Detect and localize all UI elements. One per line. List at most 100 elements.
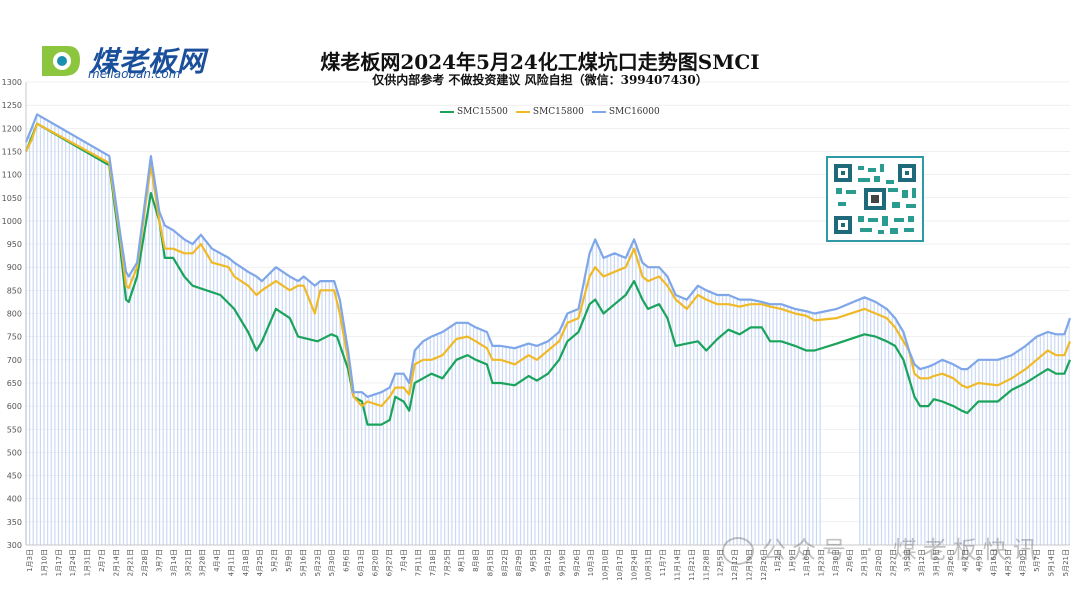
x-tick-label: 10月3日 (587, 549, 595, 576)
legend: SMC15500 SMC15800 SMC16000 (440, 107, 660, 117)
y-tick-label: 700 (7, 356, 22, 365)
x-tick-label: 7月18日 (429, 549, 437, 576)
x-tick-label: 11月7日 (659, 549, 667, 576)
y-tick-label: 400 (7, 495, 22, 504)
x-tick-label: 4月30日 (1019, 549, 1027, 576)
logo-text: 煤老板网 (90, 45, 207, 78)
x-tick-label: 7月4日 (400, 549, 408, 572)
x-tick-label: 3月19日 (933, 549, 941, 576)
x-tick-label: 2月28日 (141, 549, 149, 576)
y-tick-label: 500 (7, 448, 22, 457)
y-tick-label: 1300 (2, 78, 22, 87)
x-tick-label: 9月26日 (573, 549, 581, 576)
y-tick-label: 300 (7, 541, 22, 550)
x-tick-label: 8月15日 (486, 549, 494, 576)
x-tick-label: 8月1日 (458, 549, 466, 572)
chart-title: 煤老板网2024年5月24化工煤坑口走势图SMCI (320, 50, 760, 74)
wechat-icon (722, 537, 754, 565)
y-tick-label: 850 (7, 286, 22, 295)
y-tick-label: 1200 (2, 124, 22, 133)
x-tick-label: 4月11日 (227, 549, 235, 576)
x-tick-label: 1月30日 (832, 549, 840, 576)
x-tick-label: 5月9日 (285, 549, 293, 572)
x-tick-label: 2月20日 (875, 549, 883, 576)
brand-logo: 煤老板网 meilaoban.com (38, 40, 238, 82)
x-tick-label: 8月8日 (472, 549, 480, 572)
x-tick-label: 1月31日 (84, 549, 92, 576)
y-axis: 300 350 400 450 500 550 600 650 700 750 800 850 900 9… (2, 78, 1070, 550)
qr-pattern (834, 164, 916, 234)
x-tick-label: 12月5日 (717, 549, 725, 576)
legend-item-smc15800: SMC15800 (515, 107, 584, 117)
y-tick-label: 1100 (2, 171, 22, 180)
x-tick-label: 4月4日 (213, 549, 221, 572)
x-tick-label: 3月12日 (918, 549, 926, 576)
x-tick-label: 12月12日 (731, 549, 739, 581)
x-tick-label: 6月6日 (343, 549, 351, 572)
x-tick-label: 2月7日 (98, 549, 106, 572)
legend-item-smc16000: SMC16000 (591, 107, 660, 117)
x-tick-label: 4月16日 (990, 549, 998, 576)
y-tick-label: 750 (7, 333, 22, 342)
x-tick-label: 6月20日 (371, 549, 379, 576)
x-tick-label: 6月27日 (386, 549, 394, 576)
watermark: 公众号 · 煤老板快讯 (722, 530, 1043, 565)
x-tick-label: 3月28日 (199, 549, 207, 576)
x-tick-label: 3月21日 (184, 549, 192, 576)
x-tick-label: 5月16日 (299, 549, 307, 576)
y-tick-label: 900 (7, 263, 22, 272)
y-tick-label: 1150 (2, 147, 22, 156)
series-line-smc15500 (24, 122, 1072, 426)
legend-label-smc15800: SMC15800 (532, 107, 584, 117)
x-tick-label: 1月23日 (817, 549, 825, 576)
logo-icon (42, 46, 80, 76)
x-tick-label: 1月3日 (26, 549, 34, 572)
x-tick-label: 1月10日 (40, 549, 48, 576)
x-tick-label: 3月5日 (904, 549, 912, 572)
x-tick-label: 8月29日 (515, 549, 523, 576)
y-tick-label: 800 (7, 310, 22, 319)
x-tick-label: 9月12日 (544, 549, 552, 576)
x-tick-label: 10月31日 (645, 549, 653, 581)
x-tick-label: 2月13日 (861, 549, 869, 576)
x-tick-label: 4月18日 (242, 549, 250, 576)
grid-lines (26, 81, 1070, 546)
x-tick-label: 2月6日 (846, 549, 854, 572)
x-tick-label: 5月23日 (314, 549, 322, 576)
x-tick-label: 5月14日 (1048, 549, 1056, 576)
legend-item-smc15500: SMC15500 (440, 107, 508, 117)
x-tick-label: 3月7日 (156, 549, 164, 572)
x-tick-label: 2月21日 (127, 549, 135, 576)
x-tick-label: 12月19日 (745, 549, 753, 581)
x-tick-label: 2月14日 (112, 549, 120, 576)
x-tick-label: 11月21日 (688, 549, 696, 581)
y-tick-label: 600 (7, 402, 22, 411)
x-tick-label: 6月13日 (357, 549, 365, 576)
x-tick-label: 4月9日 (976, 549, 984, 572)
x-tick-label: 3月26日 (947, 549, 955, 576)
x-tick-label: 1月16日 (803, 549, 811, 576)
x-tick-label: 5月21日 (1062, 549, 1070, 576)
chart-subtitle: 仅供内部参考 不做投资建议 风险自担（微信：399407430） (372, 73, 708, 87)
x-tick-label: 4月23日 (1004, 549, 1012, 576)
x-tick-label: 1月17日 (55, 549, 63, 576)
legend-swatch-smc16000 (591, 111, 606, 113)
legend-swatch-smc15800 (515, 111, 530, 113)
watermark-text: 公众号 · 煤老板快讯 (762, 536, 1043, 564)
x-tick-label: 10月24日 (630, 549, 638, 581)
x-tick-label: 10月17日 (616, 549, 624, 581)
y-tick-label: 450 (7, 472, 22, 481)
x-tick-label: 1月24日 (69, 549, 77, 576)
legend-label-smc15500: SMC15500 (457, 107, 508, 117)
y-tick-label: 350 (7, 518, 22, 527)
x-tick-label: 1月2日 (774, 549, 782, 572)
qr-code (826, 156, 924, 242)
y-tick-label: 1000 (2, 217, 22, 226)
y-tick-label: 1050 (2, 194, 22, 203)
y-tick-label: 650 (7, 379, 22, 388)
y-tick-label: 1250 (2, 101, 22, 110)
legend-label-smc16000: SMC16000 (608, 107, 660, 117)
x-tick-label: 4月25日 (256, 549, 264, 576)
logo-domain: meilaoban.com (88, 67, 181, 81)
